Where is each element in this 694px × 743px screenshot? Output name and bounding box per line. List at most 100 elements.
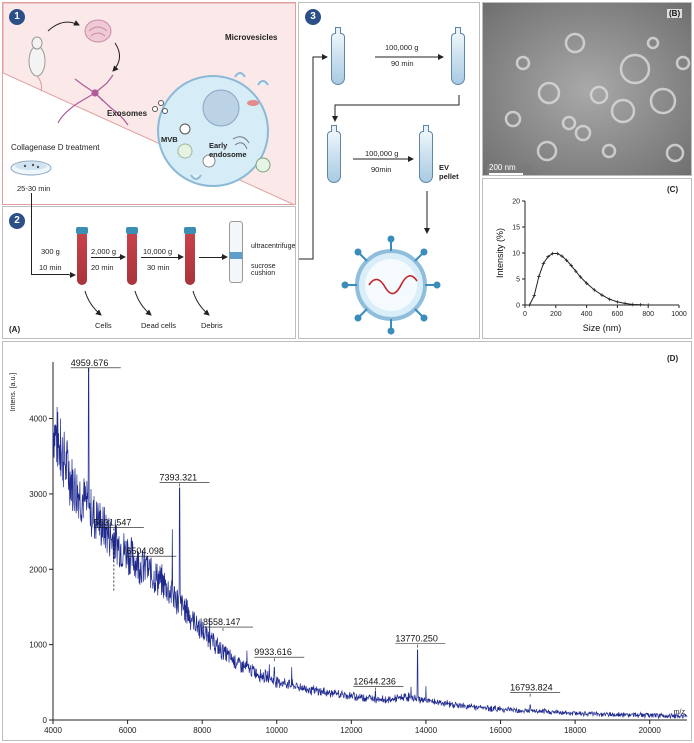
data-point — [532, 293, 537, 298]
blood-tube-1 — [76, 227, 88, 285]
panel-d-label: (D) — [667, 354, 679, 363]
collagenase-time: 25-30 min — [17, 184, 51, 193]
data-point — [569, 263, 573, 268]
y-tick-label: 15 — [512, 225, 520, 232]
panel-c-size-distribution: (C) 0 200 400 600 800 1000 0 5 10 15 20 Size (nm) In… — [482, 178, 692, 339]
centrifuge-tube-3 — [327, 125, 341, 183]
arrow-line — [141, 257, 181, 258]
x-tick-label: 0 — [523, 311, 527, 318]
data-point — [527, 303, 532, 307]
y-tick-label: 4000 — [29, 415, 47, 424]
peak-label: 7393.321 — [160, 472, 198, 482]
peak-label: 8558.147 — [203, 617, 241, 627]
x-tick-label: 1000 — [671, 311, 687, 318]
y-axis-label: Intensity (%) — [495, 228, 505, 278]
size-distribution-line — [529, 253, 649, 306]
x-tick-label: 12000 — [340, 726, 363, 735]
peak-label: 13770.250 — [395, 634, 438, 644]
peak-label: 12644.236 — [353, 677, 396, 687]
x-tick-label: 8000 — [193, 726, 211, 735]
panel-a-step2: 2 300 g 10 min 2,000 g 20 min 10,000 g 3… — [2, 193, 296, 339]
tem-micrograph — [483, 3, 691, 175]
ultracentrifuge-label: ultracentrifuge — [251, 243, 296, 250]
connector-line — [31, 193, 32, 275]
sucrose-label: sucrose cushion — [251, 263, 276, 277]
peak-label: 5631.547 — [94, 518, 132, 528]
y-tick-label: 0 — [43, 716, 48, 725]
uc1-speed: 100,000 g — [385, 43, 419, 52]
x-tick-label: 600 — [612, 311, 624, 318]
data-point — [537, 274, 541, 279]
y-tick-label: 1000 — [29, 641, 47, 650]
centrifuge-tube-1 — [331, 27, 345, 85]
data-point — [546, 254, 550, 259]
data-point — [578, 275, 583, 279]
uc2-time: 90min — [371, 165, 392, 174]
spin3-time: 30 min — [147, 263, 170, 272]
data-point — [555, 251, 560, 256]
early-endosome-label: Early endosome — [209, 141, 247, 159]
panel-a-step1: 1 Microvesicles Exosomes MVB Early endos… — [2, 2, 296, 205]
data-point — [550, 251, 555, 256]
data-point — [638, 302, 643, 307]
panel-a-step3: 3 100,000 g 90 min 100,000 g 90min EV pe… — [298, 2, 480, 339]
y-tick-label: 20 — [512, 199, 520, 206]
y-tick-label: 10 — [512, 251, 520, 258]
peak-label: 4959.676 — [71, 358, 109, 368]
blood-tube-3 — [184, 227, 196, 285]
mouse-icon — [28, 36, 46, 92]
y-tick-label: 0 — [516, 303, 520, 310]
x-tick-label: 14000 — [415, 726, 438, 735]
panel-b-label: (B) — [667, 9, 683, 18]
spin1-time: 10 min — [39, 263, 62, 272]
panel-c-label: (C) — [667, 185, 679, 194]
spectrum-line — [52, 367, 688, 720]
x-tick-label: 16000 — [489, 726, 512, 735]
brain-icon — [84, 19, 112, 43]
step-2-badge: 2 — [9, 213, 25, 229]
panel-a-label: (A) — [9, 325, 21, 334]
data-point — [646, 303, 650, 307]
y-axis-label: Intens. [a.u.] — [10, 373, 17, 412]
x-tick-label: 6000 — [119, 726, 137, 735]
uc1-time: 90 min — [391, 59, 414, 68]
x-tick-label: 20000 — [639, 726, 662, 735]
cell-icon — [152, 72, 271, 187]
spin1-speed: 300 g — [41, 247, 60, 256]
arrow-line — [91, 257, 121, 258]
data-point — [584, 281, 589, 285]
output-dead-cells: Dead cells — [141, 321, 177, 330]
spin2-time: 20 min — [91, 263, 114, 272]
data-point — [615, 300, 620, 304]
output-cells: Cells — [95, 321, 112, 330]
data-point — [564, 258, 569, 263]
collagenase-label: Collagenase D treatment — [11, 143, 100, 152]
x-tick-label: 200 — [550, 311, 562, 318]
x-axis-label: Size (nm) — [583, 323, 622, 333]
data-point — [607, 297, 612, 302]
y-tick-label: 2000 — [29, 565, 47, 574]
size-distribution-chart: 0 200 400 600 800 1000 0 5 10 15 20 Size (nm) Intens… — [495, 199, 687, 334]
x-tick-label: 800 — [642, 311, 654, 318]
panel1-background — [3, 3, 295, 204]
mass-spectrum-chart: 4000 6000 8000 10000 12000 14000 16000 18000 200… — [10, 358, 688, 735]
blood-tube-2 — [126, 227, 138, 285]
peak-label: 16793.824 — [510, 683, 553, 693]
petri-dish-icon — [10, 160, 52, 176]
arrow-line — [199, 257, 223, 258]
spin3-speed: 10,000 g — [143, 247, 173, 256]
y-tick-label: 5 — [516, 277, 520, 284]
panel-b-tem-image: 200 nm (B) — [482, 2, 692, 176]
y-tick-label: 3000 — [29, 490, 47, 499]
centrifuge-tube-2 — [451, 27, 465, 85]
data-point — [623, 301, 627, 306]
peak-label: 9933.616 — [254, 647, 292, 657]
mvb-label: MVB — [161, 135, 178, 144]
tem-scale-bar-label: 200 nm — [489, 163, 516, 172]
centrifuge-tube-4 — [419, 125, 433, 183]
connector-line — [31, 274, 69, 275]
x-tick-label: 400 — [581, 311, 593, 318]
x-tick-label: 10000 — [266, 726, 289, 735]
data-point — [631, 302, 635, 307]
extracellular-vesicle-icon — [341, 235, 441, 335]
